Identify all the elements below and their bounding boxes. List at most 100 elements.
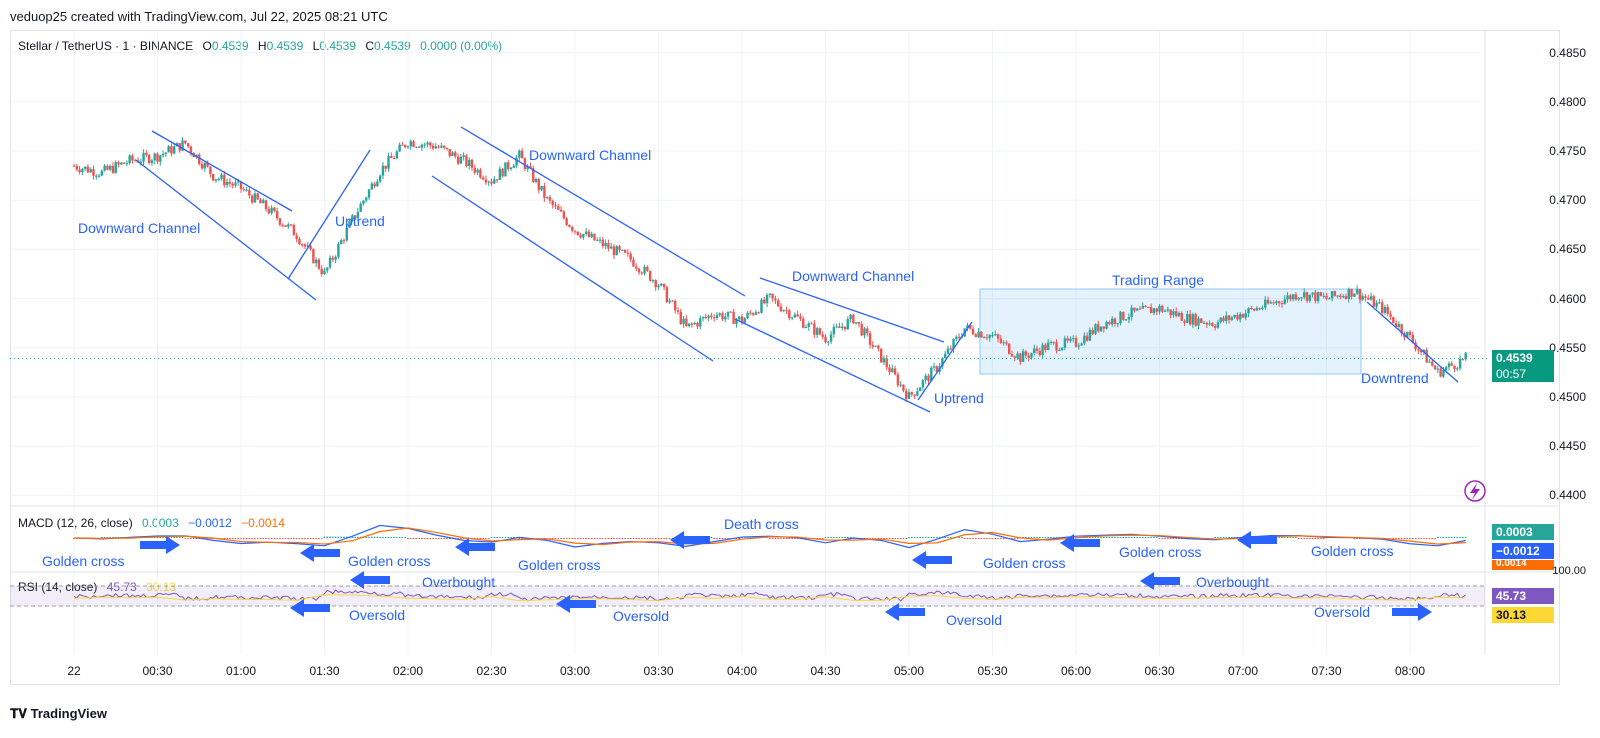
candle-body	[1333, 291, 1337, 296]
macd-histogram-bar	[933, 537, 935, 538]
candle-body	[248, 189, 251, 196]
candle-body	[1175, 311, 1178, 317]
uptrend-line	[287, 149, 371, 280]
channel-line	[460, 126, 746, 297]
candle-body	[593, 233, 596, 241]
candle-body	[1336, 295, 1339, 297]
candle-body	[147, 154, 151, 164]
candle-body	[114, 162, 117, 173]
candle-body	[1406, 331, 1409, 338]
macd-histogram-bar	[245, 538, 248, 539]
candle-body	[754, 312, 758, 315]
macd-histogram-bar	[504, 537, 507, 538]
macd-histogram-bar	[897, 538, 899, 539]
symbol-legend[interactable]: Stellar / TetherUS · 1 · BINANCE O0.4539…	[18, 39, 508, 53]
candle-body	[454, 152, 457, 157]
candle-body	[1397, 324, 1401, 328]
candle-body	[857, 322, 861, 324]
macd-histogram-bar	[565, 538, 568, 539]
candle-body	[392, 158, 396, 160]
rsi-legend[interactable]: RSI (14, close) 45.73 30.13	[18, 580, 182, 594]
macd-histogram-bar	[323, 536, 326, 538]
macd-histogram-bar	[1125, 537, 1127, 538]
candle-body	[612, 246, 616, 256]
macd-histogram-bar	[223, 538, 226, 539]
macd-histogram-bar	[206, 538, 209, 539]
macd-histogram-bar	[1103, 537, 1105, 538]
candle-body	[637, 268, 641, 273]
annotation-death-cross: Death cross	[724, 516, 799, 532]
macd-histogram-bar	[936, 537, 938, 538]
macd-histogram-bar	[318, 538, 320, 539]
macd-histogram-bar	[423, 538, 426, 539]
candle-body	[142, 152, 145, 162]
macd-histogram-bar	[251, 538, 253, 539]
candle-body	[1016, 353, 1019, 358]
macd-histogram-bar	[1036, 537, 1038, 538]
candle-body	[161, 153, 165, 156]
macd-histogram-bar	[418, 538, 420, 539]
annotation-uptrend-2: Uptrend	[934, 390, 984, 406]
annotation-oversold-1: Oversold	[349, 607, 406, 623]
candle-body	[1236, 314, 1239, 320]
macd-histogram-bar	[165, 537, 167, 538]
candle-body	[515, 157, 518, 166]
candle-body	[921, 380, 925, 388]
candle-body	[1303, 292, 1306, 298]
macd-histogram-bar	[1047, 537, 1049, 538]
macd-histogram-bar	[482, 538, 484, 539]
arrow-icon	[350, 571, 390, 589]
candle-body	[493, 179, 496, 184]
candle-body	[359, 203, 362, 212]
candle-body	[751, 313, 755, 315]
candle-body	[573, 230, 577, 232]
time-tick-label: 05:00	[893, 664, 925, 678]
candle-body	[1083, 335, 1086, 344]
macd-histogram-bar	[1030, 537, 1033, 538]
candle-body	[1289, 295, 1292, 300]
candle-body	[1417, 349, 1420, 351]
tradingview-logo[interactable]: 𝐓𝐕 TradingView	[10, 706, 107, 721]
candle-body	[576, 231, 579, 236]
candle-body	[298, 239, 301, 245]
annotation-downtrend: Downtrend	[1361, 370, 1429, 386]
candle-body	[532, 168, 535, 182]
macd-legend[interactable]: MACD (12, 26, close) 0.0003 −0.0012 −0.0…	[18, 516, 291, 530]
candle-body	[1342, 296, 1345, 298]
candle-body	[520, 150, 524, 159]
macd-title: MACD (12, 26, close)	[18, 516, 133, 530]
macd-histogram-bar	[602, 538, 604, 539]
candle-body	[991, 334, 994, 336]
macd-histogram-bar	[1459, 537, 1461, 538]
macd-histogram-bar	[404, 537, 407, 538]
macd-histogram-bar	[1025, 537, 1027, 538]
symbol-name[interactable]: Stellar / TetherUS · 1 · BINANCE	[18, 39, 194, 53]
macd-histogram-bar	[752, 537, 754, 538]
candle-body	[824, 336, 827, 343]
candle-body	[685, 318, 688, 327]
candle-body	[1138, 308, 1142, 310]
time-tick-label: 22	[67, 664, 81, 678]
macd-histogram-bar	[401, 537, 404, 538]
candle-body	[1052, 341, 1055, 343]
macd-histogram-bar	[551, 538, 554, 539]
candle-body	[1102, 326, 1106, 329]
candle-body	[153, 153, 156, 161]
macd-histogram-bar	[980, 538, 983, 539]
macd-histogram-bar	[101, 537, 103, 538]
candle-body	[122, 162, 126, 164]
rsi-badge: 45.73	[1492, 588, 1554, 604]
candle-body	[994, 334, 997, 336]
candle-body	[420, 144, 424, 148]
macd-histogram-bar	[295, 538, 298, 539]
macd-histogram-bar	[312, 538, 315, 539]
candle-body	[1328, 298, 1331, 300]
candle-body	[184, 140, 187, 144]
candle-body	[955, 336, 958, 340]
macd-histogram-bar	[1111, 537, 1113, 538]
macd-histogram-bar	[819, 538, 821, 539]
candle-body	[529, 166, 532, 169]
candle-body	[1339, 295, 1342, 298]
candle-body	[1330, 291, 1334, 299]
